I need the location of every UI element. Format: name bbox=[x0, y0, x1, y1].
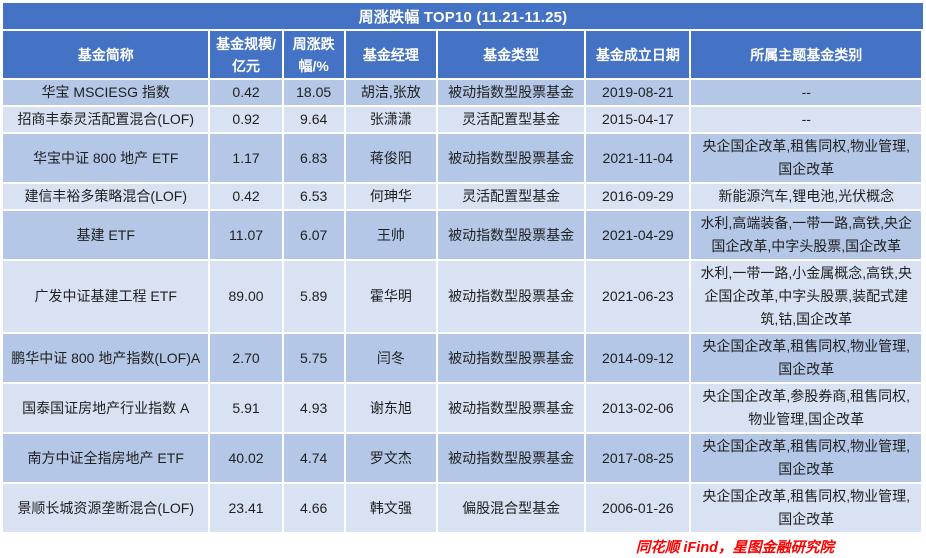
cell-theme-category: -- bbox=[691, 107, 921, 132]
cell-fund-type: 灵活配置型基金 bbox=[437, 107, 585, 132]
cell-fund-type: 被动指数型股票基金 bbox=[437, 334, 585, 382]
table-body: 华宝 MSCIESG 指数 0.42 18.05 胡洁,张放 被动指数型股票基金 2019… bbox=[3, 80, 921, 532]
cell-week-change: 9.64 bbox=[283, 107, 344, 132]
cell-fund-name: 建信丰裕多策略混合(LOF) bbox=[3, 184, 209, 209]
cell-fund-manager: 罗文杰 bbox=[345, 434, 436, 482]
cell-fund-name: 华宝中证 800 地产 ETF bbox=[3, 134, 209, 182]
table-row: 国泰国证房地产行业指数 A 5.91 4.93 谢东旭 被动指数型股票基金 2013-02… bbox=[3, 384, 921, 432]
cell-week-change: 5.75 bbox=[283, 334, 344, 382]
table-header: 基金简称 基金规模/亿元 周涨跌幅/% 基金经理 基金类型 基金成立日期 所属主… bbox=[3, 31, 921, 78]
cell-inception-date: 2014-09-12 bbox=[586, 334, 690, 382]
cell-fund-manager: 闫冬 bbox=[345, 334, 436, 382]
cell-inception-date: 2021-06-23 bbox=[586, 261, 690, 332]
cell-fund-name: 华宝 MSCIESG 指数 bbox=[3, 80, 209, 105]
cell-fund-type: 被动指数型股票基金 bbox=[437, 134, 585, 182]
cell-week-change: 4.66 bbox=[283, 484, 344, 532]
cell-fund-size: 0.42 bbox=[210, 80, 282, 105]
cell-fund-type: 被动指数型股票基金 bbox=[437, 211, 585, 259]
cell-fund-size: 40.02 bbox=[210, 434, 282, 482]
col-header-fund-type: 基金类型 bbox=[437, 31, 585, 78]
table-row: 广发中证基建工程 ETF 89.00 5.89 霍华明 被动指数型股票基金 2021-06… bbox=[3, 261, 921, 332]
cell-inception-date: 2016-09-29 bbox=[586, 184, 690, 209]
cell-inception-date: 2013-02-06 bbox=[586, 384, 690, 432]
cell-fund-manager: 霍华明 bbox=[345, 261, 436, 332]
cell-inception-date: 2017-08-25 bbox=[586, 434, 690, 482]
cell-theme-category: 央企国企改革,租售同权,物业管理,国企改革 bbox=[691, 134, 921, 182]
header-row: 基金简称 基金规模/亿元 周涨跌幅/% 基金经理 基金类型 基金成立日期 所属主… bbox=[3, 31, 921, 78]
cell-theme-category: 水利,一带一路,小金属概念,高铁,央企国企改革,中字头股票,装配式建筑,钴,国企… bbox=[691, 261, 921, 332]
cell-theme-category: 新能源汽车,锂电池,光伏概念 bbox=[691, 184, 921, 209]
cell-fund-size: 89.00 bbox=[210, 261, 282, 332]
col-header-fund-name: 基金简称 bbox=[3, 31, 209, 78]
cell-theme-category: 央企国企改革,租售同权,物业管理,国企改革 bbox=[691, 484, 921, 532]
cell-theme-category: 水利,高端装备,一带一路,高铁,央企国企改革,中字头股票,国企改革 bbox=[691, 211, 921, 259]
cell-week-change: 6.83 bbox=[283, 134, 344, 182]
cell-fund-size: 23.41 bbox=[210, 484, 282, 532]
col-header-inception-date: 基金成立日期 bbox=[586, 31, 690, 78]
table-title: 周涨跌幅 TOP10 (11.21-11.25) bbox=[3, 3, 923, 29]
cell-theme-category: 央企国企改革,参股券商,租售同权,物业管理,国企改革 bbox=[691, 384, 921, 432]
cell-fund-name: 鹏华中证 800 地产指数(LOF)A bbox=[3, 334, 209, 382]
table-row: 招商丰泰灵活配置混合(LOF) 0.92 9.64 张潇潇 灵活配置型基金 2015-04… bbox=[3, 107, 921, 132]
cell-fund-size: 11.07 bbox=[210, 211, 282, 259]
cell-inception-date: 2021-11-04 bbox=[586, 134, 690, 182]
cell-fund-type: 被动指数型股票基金 bbox=[437, 261, 585, 332]
col-header-fund-manager: 基金经理 bbox=[345, 31, 436, 78]
cell-fund-type: 被动指数型股票基金 bbox=[437, 80, 585, 105]
cell-inception-date: 2006-01-26 bbox=[586, 484, 690, 532]
table-row: 景顺长城资源垄断混合(LOF) 23.41 4.66 韩文强 偏股混合型基金 2006-0… bbox=[3, 484, 921, 532]
cell-inception-date: 2015-04-17 bbox=[586, 107, 690, 132]
cell-fund-manager: 张潇潇 bbox=[345, 107, 436, 132]
cell-week-change: 4.93 bbox=[283, 384, 344, 432]
cell-week-change: 6.53 bbox=[283, 184, 344, 209]
cell-fund-name: 景顺长城资源垄断混合(LOF) bbox=[3, 484, 209, 532]
cell-theme-category: 央企国企改革,租售同权,物业管理,国企改革 bbox=[691, 434, 921, 482]
cell-inception-date: 2019-08-21 bbox=[586, 80, 690, 105]
cell-fund-manager: 何珅华 bbox=[345, 184, 436, 209]
cell-theme-category: 央企国企改革,租售同权,物业管理,国企改革 bbox=[691, 334, 921, 382]
cell-fund-name: 招商丰泰灵活配置混合(LOF) bbox=[3, 107, 209, 132]
col-header-fund-size: 基金规模/亿元 bbox=[210, 31, 282, 78]
cell-fund-name: 国泰国证房地产行业指数 A bbox=[3, 384, 209, 432]
cell-fund-manager: 韩文强 bbox=[345, 484, 436, 532]
table-row: 华宝中证 800 地产 ETF 1.17 6.83 蒋俊阳 被动指数型股票基金 2021-… bbox=[3, 134, 921, 182]
col-header-theme-category: 所属主题基金类别 bbox=[691, 31, 921, 78]
table-row: 建信丰裕多策略混合(LOF) 0.42 6.53 何珅华 灵活配置型基金 2016-09-… bbox=[3, 184, 921, 209]
cell-week-change: 5.89 bbox=[283, 261, 344, 332]
fund-table: 基金简称 基金规模/亿元 周涨跌幅/% 基金经理 基金类型 基金成立日期 所属主… bbox=[1, 29, 923, 534]
cell-fund-size: 2.70 bbox=[210, 334, 282, 382]
cell-week-change: 4.74 bbox=[283, 434, 344, 482]
data-source-credit: 同花顺 iFind，星图金融研究院 bbox=[635, 540, 834, 556]
cell-fund-name: 广发中证基建工程 ETF bbox=[3, 261, 209, 332]
cell-fund-type: 被动指数型股票基金 bbox=[437, 434, 585, 482]
cell-week-change: 6.07 bbox=[283, 211, 344, 259]
cell-fund-type: 灵活配置型基金 bbox=[437, 184, 585, 209]
table-row: 基建 ETF 11.07 6.07 王帅 被动指数型股票基金 2021-04-29 水利,高… bbox=[3, 211, 921, 259]
col-header-week-change: 周涨跌幅/% bbox=[283, 31, 344, 78]
cell-fund-size: 0.92 bbox=[210, 107, 282, 132]
cell-fund-size: 1.17 bbox=[210, 134, 282, 182]
cell-fund-size: 5.91 bbox=[210, 384, 282, 432]
cell-fund-manager: 谢东旭 bbox=[345, 384, 436, 432]
cell-fund-name: 南方中证全指房地产 ETF bbox=[3, 434, 209, 482]
table-row: 华宝 MSCIESG 指数 0.42 18.05 胡洁,张放 被动指数型股票基金 2019… bbox=[3, 80, 921, 105]
cell-fund-size: 0.42 bbox=[210, 184, 282, 209]
cell-fund-name: 基建 ETF bbox=[3, 211, 209, 259]
cell-inception-date: 2021-04-29 bbox=[586, 211, 690, 259]
cell-fund-manager: 蒋俊阳 bbox=[345, 134, 436, 182]
cell-fund-type: 偏股混合型基金 bbox=[437, 484, 585, 532]
cell-fund-type: 被动指数型股票基金 bbox=[437, 384, 585, 432]
cell-fund-manager: 胡洁,张放 bbox=[345, 80, 436, 105]
table-row: 鹏华中证 800 地产指数(LOF)A 2.70 5.75 闫冬 被动指数型股票基金 20… bbox=[3, 334, 921, 382]
cell-week-change: 18.05 bbox=[283, 80, 344, 105]
cell-fund-manager: 王帅 bbox=[345, 211, 436, 259]
cell-theme-category: -- bbox=[691, 80, 921, 105]
table-row: 南方中证全指房地产 ETF 40.02 4.74 罗文杰 被动指数型股票基金 2017-0… bbox=[3, 434, 921, 482]
